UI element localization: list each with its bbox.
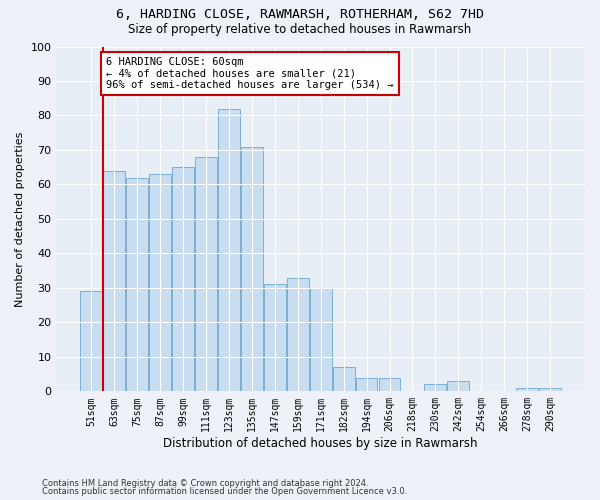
Bar bbox=[127, 178, 148, 392]
Bar bbox=[310, 288, 332, 392]
Bar bbox=[516, 388, 538, 392]
Y-axis label: Number of detached properties: Number of detached properties bbox=[15, 131, 25, 306]
Text: Contains public sector information licensed under the Open Government Licence v3: Contains public sector information licen… bbox=[42, 487, 407, 496]
Text: 6, HARDING CLOSE, RAWMARSH, ROTHERHAM, S62 7HD: 6, HARDING CLOSE, RAWMARSH, ROTHERHAM, S… bbox=[116, 8, 484, 20]
Bar bbox=[241, 146, 263, 392]
Bar bbox=[103, 170, 125, 392]
Bar bbox=[379, 378, 400, 392]
Bar bbox=[448, 381, 469, 392]
Bar bbox=[80, 292, 102, 392]
Bar bbox=[424, 384, 446, 392]
Bar bbox=[287, 278, 308, 392]
Text: 6 HARDING CLOSE: 60sqm
← 4% of detached houses are smaller (21)
96% of semi-deta: 6 HARDING CLOSE: 60sqm ← 4% of detached … bbox=[106, 57, 394, 90]
X-axis label: Distribution of detached houses by size in Rawmarsh: Distribution of detached houses by size … bbox=[163, 437, 478, 450]
Text: Size of property relative to detached houses in Rawmarsh: Size of property relative to detached ho… bbox=[128, 22, 472, 36]
Bar bbox=[149, 174, 171, 392]
Bar bbox=[356, 378, 377, 392]
Bar bbox=[333, 367, 355, 392]
Bar bbox=[172, 167, 194, 392]
Bar bbox=[264, 284, 286, 392]
Bar bbox=[539, 388, 561, 392]
Text: Contains HM Land Registry data © Crown copyright and database right 2024.: Contains HM Land Registry data © Crown c… bbox=[42, 478, 368, 488]
Bar bbox=[195, 157, 217, 392]
Bar bbox=[218, 108, 240, 392]
